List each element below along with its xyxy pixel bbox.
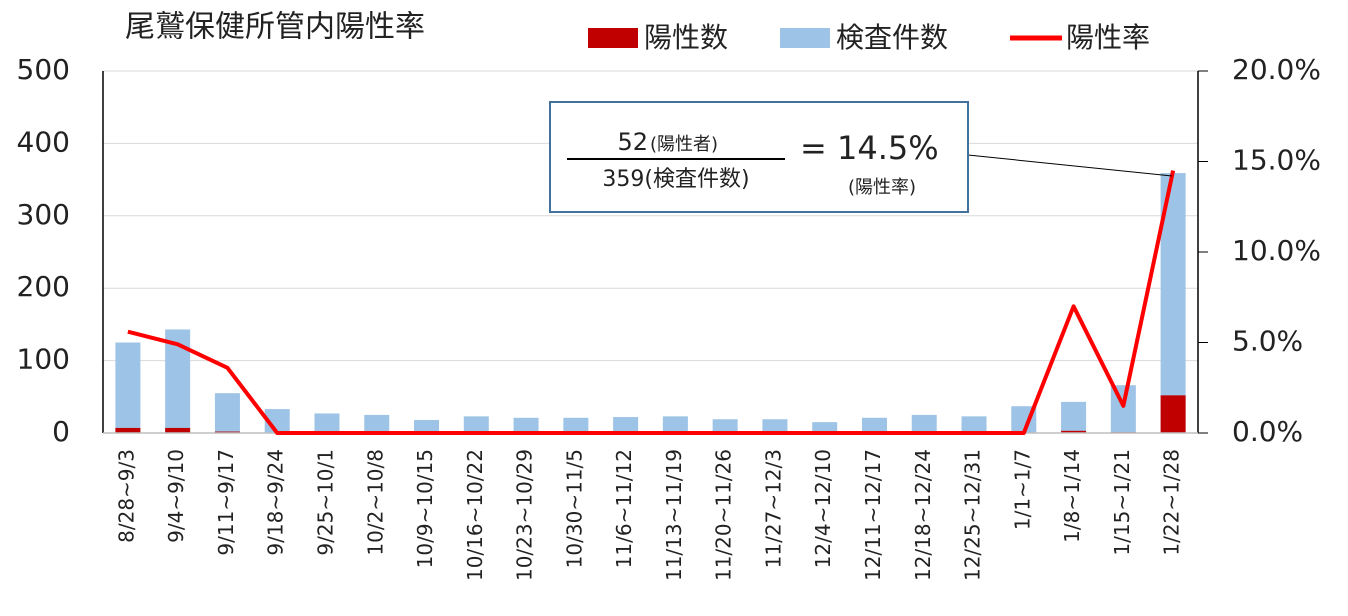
x-tick-label: 10/9~10/15 (413, 449, 437, 568)
x-tick-label: 1/15~1/21 (1110, 449, 1134, 556)
bar (414, 419, 440, 433)
y-tick-label: 200 (17, 270, 70, 303)
leader-line (967, 154, 1173, 177)
y-tick-label: 400 (17, 125, 70, 158)
x-tick-label: 8/28~9/3 (114, 449, 138, 543)
bar (911, 414, 937, 433)
numerator: 52 (617, 128, 648, 156)
bar (712, 419, 738, 433)
bar (115, 427, 141, 433)
y-tick-label: 100 (17, 343, 70, 376)
x-tick-label: 9/25~10/1 (313, 449, 337, 556)
x-tick-label: 9/11~9/17 (214, 449, 238, 556)
legend-swatch (588, 28, 638, 48)
denominator: 359(検査件数) (602, 167, 749, 192)
y2-tick-label: 5.0% (1232, 325, 1303, 358)
y2-tick-label: 10.0% (1232, 234, 1321, 267)
x-tick-label: 10/16~10/22 (463, 449, 487, 581)
bar (961, 416, 987, 433)
y-tick-label: 0 (52, 415, 70, 448)
x-tick-label: 11/20~11/26 (712, 449, 736, 581)
x-tick-label: 1/8~1/14 (1060, 449, 1084, 543)
bar (513, 417, 539, 433)
annotation-box (549, 101, 969, 213)
x-tick-label: 10/2~10/8 (363, 449, 387, 556)
x-tick-label: 9/4~9/10 (164, 449, 188, 543)
y2-tick-label: 15.0% (1232, 144, 1321, 177)
x-tick-label: 12/4~12/10 (811, 449, 835, 568)
x-tick-label: 10/30~11/5 (562, 449, 586, 568)
legend-label: 検査件数 (836, 21, 948, 54)
y-tick-label: 300 (17, 198, 70, 231)
bar (563, 417, 589, 433)
x-tick-label: 1/1~1/7 (1010, 449, 1034, 530)
y-tick-label: 500 (17, 53, 70, 86)
bar (613, 417, 639, 433)
bar (1061, 401, 1087, 433)
result: = 14.5% (800, 129, 939, 167)
x-tick-label: 12/25~12/31 (961, 449, 985, 581)
bar (314, 413, 340, 433)
x-tick-label: 12/11~12/17 (861, 449, 885, 581)
y2-tick-label: 20.0% (1232, 53, 1321, 86)
chart-title: 尾鷲保健所管内陽性率 (125, 10, 425, 45)
bar (165, 427, 191, 433)
x-tick-label: 10/23~10/29 (513, 449, 537, 581)
x-tick-label: 12/18~12/24 (911, 449, 935, 581)
bar (214, 393, 240, 433)
x-tick-label: 1/22~1/28 (1160, 449, 1184, 556)
annotation: 52 (陽性者) 359(検査件数) = 14.5% (陽性率) (549, 101, 1173, 213)
bar (1061, 430, 1087, 433)
x-tick-label: 11/13~11/19 (662, 449, 686, 581)
bar (861, 417, 887, 433)
y2-tick-label: 0.0% (1232, 415, 1303, 448)
legend-swatch (780, 28, 830, 48)
bar (812, 422, 838, 433)
bar (662, 416, 688, 433)
numerator-note: (陽性者) (650, 134, 718, 155)
bar (762, 419, 788, 433)
x-tick-label: 11/6~11/12 (612, 449, 636, 568)
line (127, 170, 1176, 435)
result-note: (陽性率) (848, 177, 916, 198)
bar (115, 342, 141, 433)
bar (364, 414, 390, 433)
bar (1160, 395, 1186, 433)
x-tick-label: 11/27~12/3 (761, 449, 785, 568)
x-tick-label: 9/18~9/24 (264, 449, 288, 556)
bar (463, 416, 489, 433)
legend-label: 陽性率 (1066, 21, 1150, 54)
legend-label: 陽性数 (644, 21, 728, 54)
